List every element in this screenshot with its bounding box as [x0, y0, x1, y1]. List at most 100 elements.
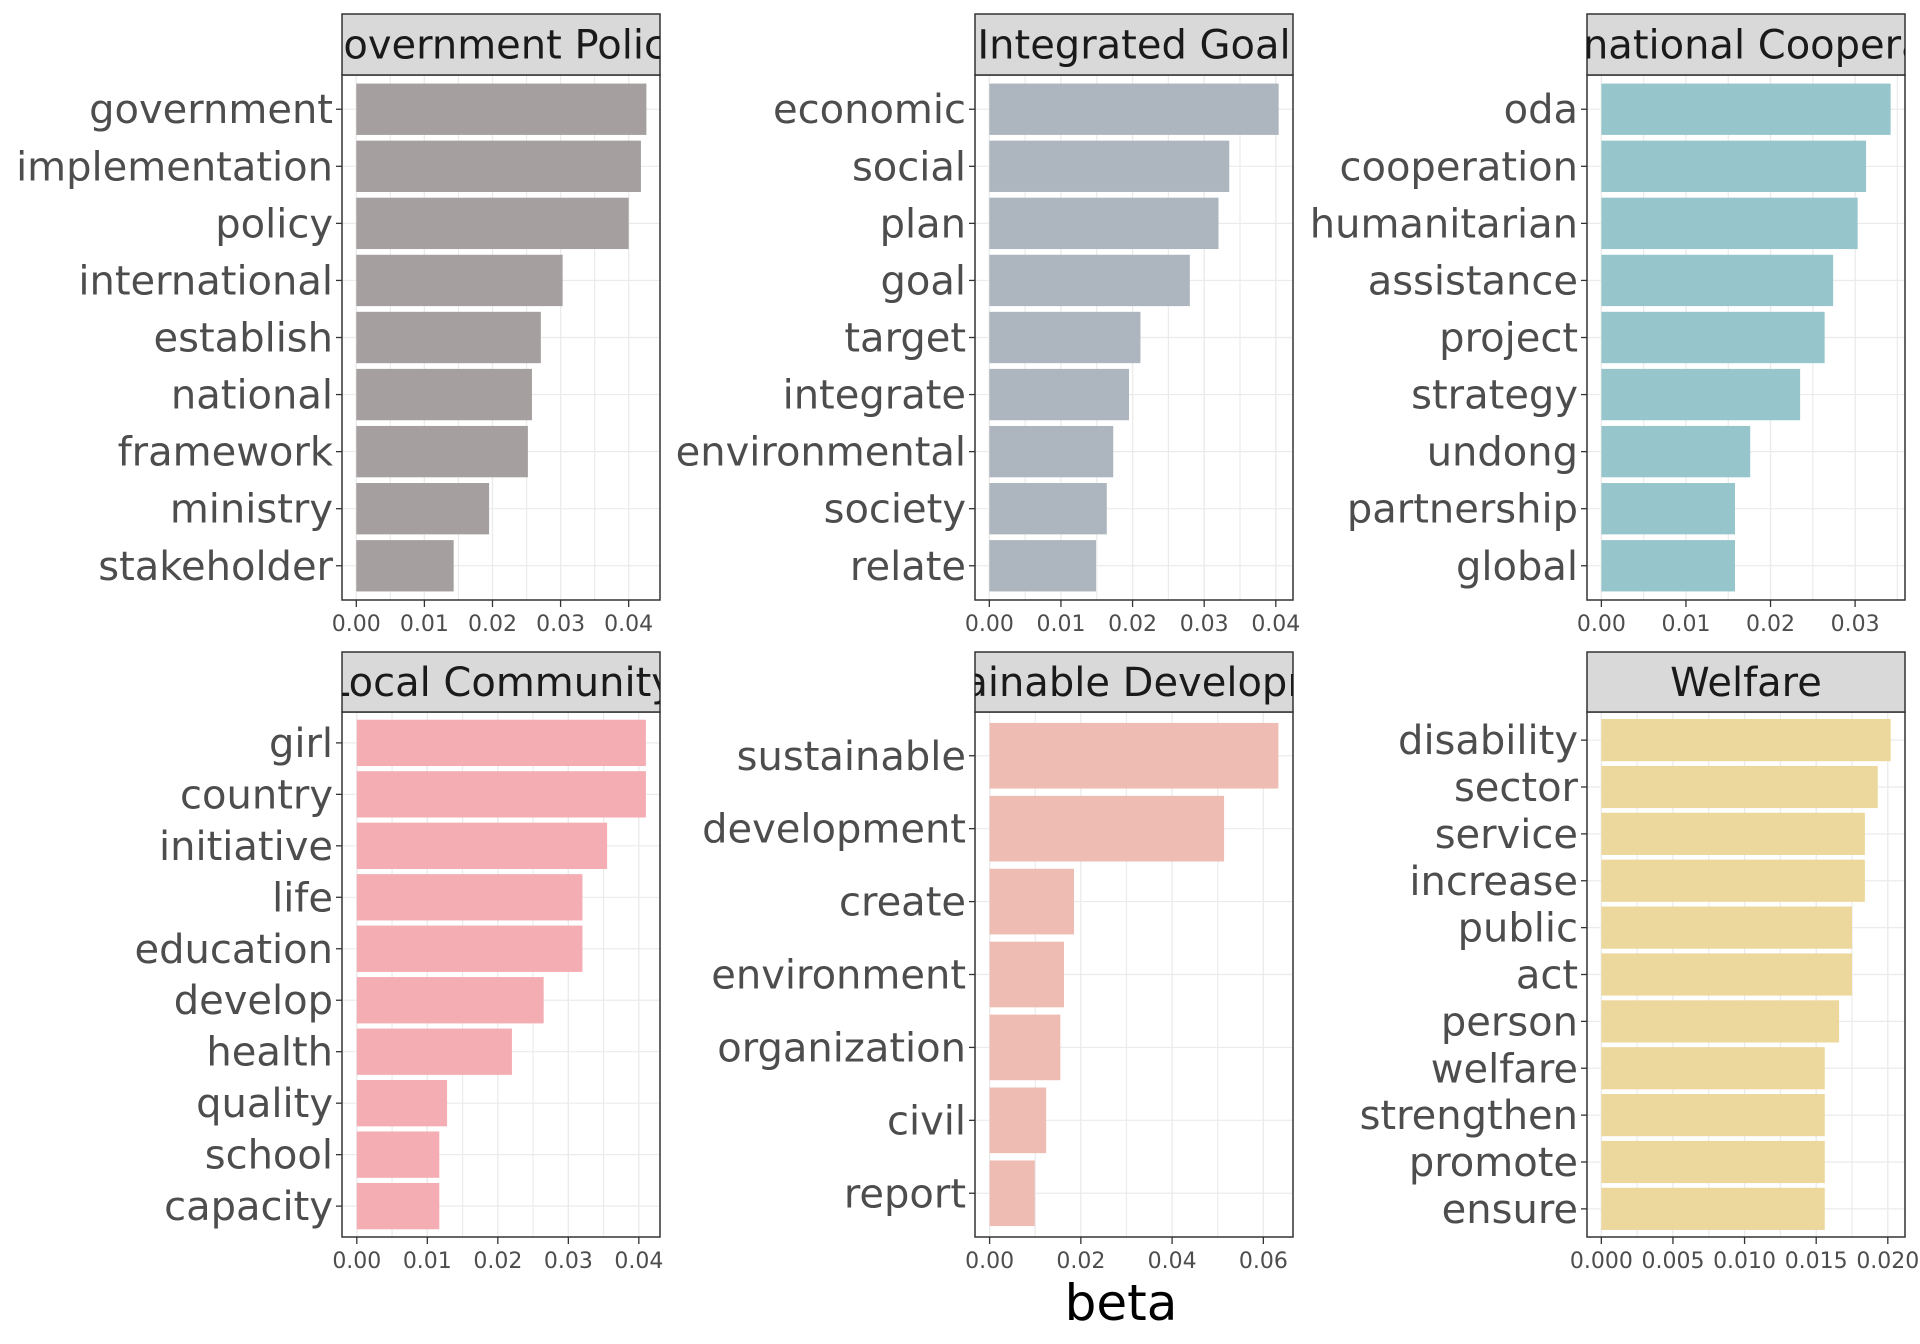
facet-panel: Sustainable Development sustainable develo…	[702, 651, 1392, 1274]
category-label: health	[206, 1030, 333, 1076]
bar	[1601, 1094, 1825, 1137]
bar	[356, 822, 608, 869]
category-label: environmental	[676, 430, 966, 476]
category-label: social	[852, 144, 966, 190]
bar	[1601, 719, 1891, 762]
category-label: country	[180, 772, 333, 818]
category-label: partnership	[1347, 487, 1578, 533]
bar	[989, 540, 1097, 592]
category-label: global	[1456, 544, 1578, 590]
bar	[1601, 1187, 1825, 1230]
facet-panel: Welfare disabilitysectorserviceincreasepu…	[1360, 651, 1919, 1274]
x-tick-label: 0.020	[1856, 1249, 1919, 1274]
category-label: framework	[118, 430, 334, 476]
bar	[356, 425, 528, 478]
x-tick-label: 0.01	[400, 612, 449, 637]
facet-title: Sustainable Development	[876, 660, 1392, 706]
category-label: girl	[269, 721, 333, 767]
bar	[356, 254, 563, 307]
category-label: promote	[1409, 1140, 1578, 1186]
x-tick-label: 0.03	[1831, 612, 1880, 637]
category-label: integrate	[783, 373, 966, 419]
category-label: economic	[773, 87, 966, 133]
category-label: government	[89, 87, 333, 133]
facet-title: International Cooperation	[1490, 23, 1920, 69]
x-tick-label: 0.03	[544, 1249, 593, 1274]
bar	[356, 483, 490, 535]
category-label: public	[1458, 906, 1578, 952]
x-tick-label: 0.02	[1746, 612, 1795, 637]
category-label: assistance	[1368, 258, 1578, 304]
bar	[1601, 197, 1858, 250]
category-label: ministry	[170, 487, 333, 533]
x-tick-label: 0.00	[332, 612, 381, 637]
bar	[356, 540, 454, 592]
facet-strip	[341, 651, 661, 713]
bar	[989, 1160, 1035, 1227]
x-tick-label: 0.01	[1661, 612, 1710, 637]
facet-panel: Local Community girl country initiative life…	[135, 651, 675, 1274]
category-label: create	[839, 880, 966, 926]
bar	[1601, 765, 1878, 809]
bar	[989, 941, 1064, 1008]
category-label: disability	[1398, 718, 1578, 764]
category-label: strengthen	[1360, 1093, 1578, 1139]
bar	[356, 311, 541, 364]
x-tick-label: 0.010	[1713, 1249, 1776, 1274]
facet-title: Welfare	[1670, 660, 1822, 706]
x-tick-label: 0.015	[1785, 1249, 1848, 1274]
bar	[1601, 953, 1852, 996]
x-tick-label: 0.01	[1036, 612, 1085, 637]
facet-title: Local Community	[327, 660, 675, 706]
facet-strip	[974, 651, 1294, 713]
facet-title: Government Policy	[312, 23, 689, 69]
x-axis-label: beta	[1065, 1274, 1178, 1332]
category-label: capacity	[164, 1184, 333, 1230]
bar	[1601, 1000, 1840, 1043]
x-tick-label: 0.04	[614, 1249, 663, 1274]
x-tick-label: 0.02	[1056, 1249, 1105, 1274]
x-tick-label: 0.03	[1180, 612, 1229, 637]
category-label: oda	[1504, 87, 1578, 133]
facet-strip	[974, 13, 1294, 76]
category-label: service	[1435, 812, 1578, 858]
bar	[1601, 368, 1801, 421]
bar	[1601, 812, 1865, 855]
bar	[1601, 540, 1736, 592]
category-label: increase	[1409, 859, 1578, 905]
x-tick-label: 0.04	[604, 612, 653, 637]
bar	[356, 719, 646, 767]
category-label: report	[844, 1171, 966, 1217]
bar	[989, 197, 1219, 250]
bar	[1601, 483, 1736, 535]
bar	[989, 868, 1075, 935]
category-label: education	[135, 927, 333, 973]
bar	[1601, 859, 1865, 902]
category-label: humanitarian	[1310, 201, 1578, 247]
category-label: society	[824, 487, 966, 533]
category-label: plan	[880, 201, 966, 247]
category-label: strategy	[1411, 373, 1578, 419]
category-label: person	[1441, 999, 1578, 1045]
x-tick-label: 0.000	[1570, 1249, 1633, 1274]
x-tick-label: 0.02	[473, 1249, 522, 1274]
bar	[1601, 140, 1867, 192]
x-tick-label: 0.00	[332, 1249, 381, 1274]
bar	[356, 1080, 448, 1127]
category-label: school	[205, 1133, 333, 1179]
bar	[989, 311, 1141, 364]
bar	[989, 483, 1107, 535]
x-tick-label: 0.04	[1251, 612, 1300, 637]
facet-panel: International Cooperation oda cooperation h…	[1310, 13, 1920, 637]
category-label: development	[702, 807, 966, 853]
category-label: establish	[154, 316, 333, 362]
category-label: target	[844, 316, 966, 362]
category-label: international	[78, 258, 333, 304]
category-label: project	[1439, 316, 1578, 362]
bar	[1601, 311, 1825, 364]
bar	[1601, 83, 1891, 135]
bar	[989, 140, 1230, 192]
bar	[356, 771, 646, 818]
